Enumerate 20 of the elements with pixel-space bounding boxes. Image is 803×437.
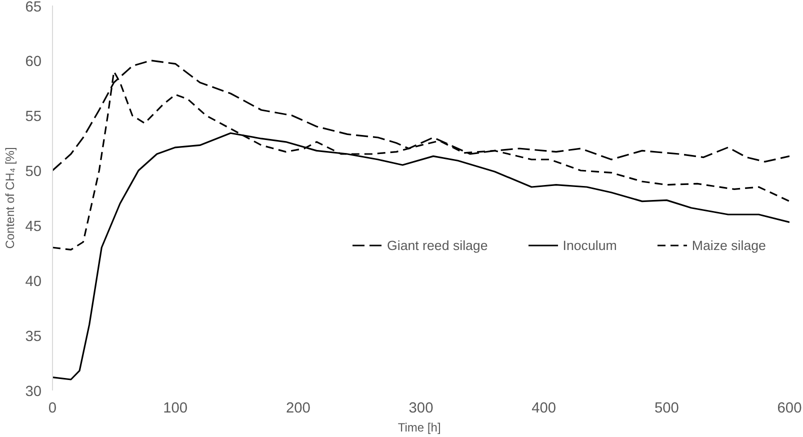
y-tick-label: 45 xyxy=(25,219,42,235)
y-tick-label: 55 xyxy=(25,109,42,125)
x-tick-label: 400 xyxy=(532,400,556,416)
x-tick-label: 600 xyxy=(777,400,802,416)
legend-label: Maize silage xyxy=(692,238,766,252)
y-tick-label: 40 xyxy=(25,274,42,290)
legend-label: Inoculum xyxy=(562,238,617,252)
y-tick-label: 35 xyxy=(25,329,42,345)
x-tick-label: 300 xyxy=(408,400,434,416)
x-tick-label: 500 xyxy=(654,400,679,416)
x-tick-label: 100 xyxy=(163,400,188,416)
y-tick-label: 65 xyxy=(25,0,42,16)
legend-label: Giant reed silage xyxy=(387,238,488,252)
x-tick-label: 200 xyxy=(286,400,310,416)
y-tick-label: 30 xyxy=(25,384,42,400)
y-axis-title: Content of CH₄ [%] xyxy=(3,147,18,249)
x-tick-label: 0 xyxy=(48,400,57,416)
x-axis-title: Time [h] xyxy=(398,420,441,434)
y-tick-label: 50 xyxy=(25,164,42,180)
y-tick-label: 60 xyxy=(25,54,42,70)
